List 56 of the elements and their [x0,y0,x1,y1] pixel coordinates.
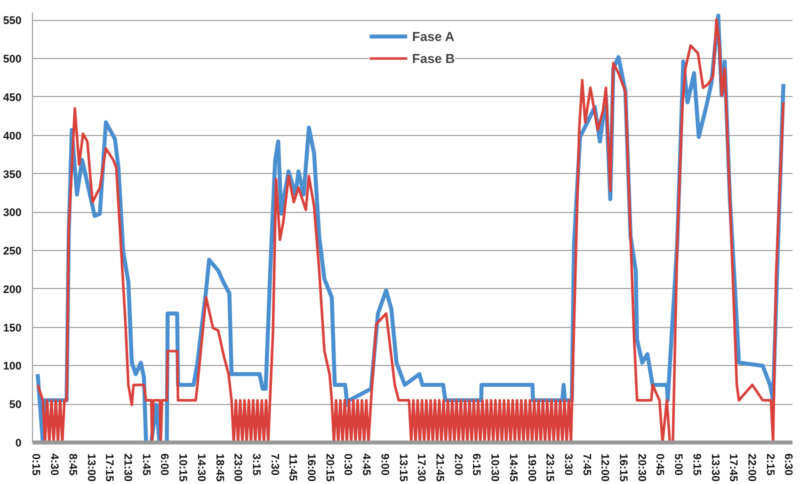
x-tick-label: 10:30 [488,454,501,482]
x-tick-label: 7:30 [268,454,280,476]
x-tick-label: 12:00 [598,454,611,482]
y-tick-label: 250 [3,246,22,258]
x-tick-label: 14:45 [506,454,519,482]
y-tick-label: 0 [15,438,22,450]
legend-label: Fase A [412,28,454,44]
x-tick-label: 19:00 [525,454,538,482]
x-tick-label: 20:30 [635,454,648,482]
x-tick-label: 0:15 [30,454,42,476]
x-tick-label: 16:00 [305,454,318,482]
x-tick-label: 6:00 [158,454,170,476]
y-tick-label: 200 [3,284,22,296]
y-tick-label: 100 [3,360,22,373]
x-tick-label: 9:15 [690,454,702,476]
x-tick-label: 2:00 [452,454,464,476]
y-tick-label: 150 [3,322,22,334]
y-tick-label: 300 [3,207,22,220]
x-tick-label: 1:45 [140,454,152,476]
x-tick-label: 4:45 [360,454,372,476]
y-tick-label: 550 [3,15,22,28]
x-tick-label: 21:45 [433,454,446,482]
x-tick-label: 13:15 [396,454,409,482]
x-tick-label: 10:15 [176,454,189,482]
x-tick-label: 3:15 [250,454,262,476]
x-tick-label: 3:30 [562,454,574,476]
x-tick-label: 23:15 [544,454,556,482]
y-tick-label: 350 [3,168,22,181]
x-tick-label: 0:30 [342,454,354,476]
x-tick-label: 7:45 [580,454,592,476]
legend-label: Fase B [412,50,455,66]
x-tick-label: 13:00 [84,454,97,482]
y-tick-label: 500 [3,54,22,66]
x-tick-label: 14:30 [194,454,207,482]
y-tick-label: 50 [9,399,22,412]
x-tick-label: 23:00 [232,454,244,482]
x-tick-label: 4:30 [48,454,60,476]
x-tick-label: 5:00 [672,454,684,476]
x-tick-label: 17:45 [727,454,740,482]
x-tick-label: 13:30 [708,454,721,482]
x-tick-label: 6:30 [782,454,794,476]
x-tick-label: 8:45 [66,454,78,476]
x-tick-label: 9:00 [378,454,390,476]
x-tick-label: 20:15 [323,454,336,482]
x-tick-label: 17:15 [103,454,116,482]
y-tick-label: 450 [3,92,22,104]
x-tick-label: 22:00 [745,454,758,482]
x-tick-label: 21:30 [122,454,134,482]
x-tick-label: 17:30 [415,454,428,482]
x-tick-label: 18:45 [213,454,226,482]
x-tick-label: 11:45 [286,454,299,482]
x-tick-label: 0:45 [654,454,666,476]
x-tick-label: 6:15 [470,454,482,476]
x-tick-label: 2:15 [764,454,776,476]
y-tick-label: 400 [3,130,22,142]
x-tick-label: 16:15 [617,454,630,482]
